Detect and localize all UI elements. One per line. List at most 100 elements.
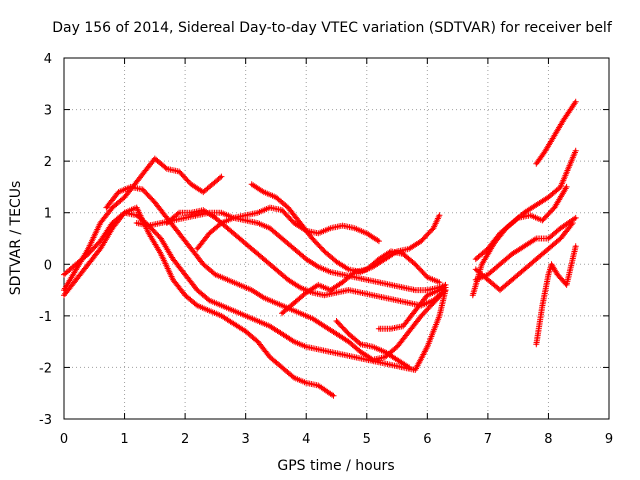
data-point bbox=[305, 291, 308, 294]
data-point bbox=[574, 100, 577, 104]
data-point bbox=[171, 257, 175, 261]
data-point bbox=[268, 206, 272, 209]
data-point bbox=[311, 317, 314, 320]
data-point bbox=[341, 224, 344, 227]
data-point bbox=[202, 263, 205, 266]
data-point bbox=[407, 330, 411, 333]
data-point bbox=[574, 149, 577, 153]
data-point bbox=[105, 206, 108, 209]
data-point bbox=[574, 216, 577, 220]
data-point bbox=[292, 221, 296, 225]
data-point bbox=[317, 265, 320, 269]
series-s6 bbox=[163, 207, 449, 309]
data-point bbox=[353, 355, 356, 359]
data-point bbox=[74, 263, 78, 266]
data-point bbox=[553, 134, 556, 137]
data-point bbox=[377, 239, 381, 243]
data-point bbox=[559, 226, 562, 230]
data-point bbox=[135, 206, 138, 209]
data-point bbox=[111, 221, 114, 225]
data-point bbox=[562, 118, 565, 122]
data-point bbox=[280, 332, 284, 336]
data-point bbox=[123, 211, 126, 214]
series-markers bbox=[103, 183, 449, 363]
data-point bbox=[444, 286, 447, 289]
data-point bbox=[504, 226, 508, 230]
data-point bbox=[550, 263, 553, 266]
data-point bbox=[135, 214, 138, 217]
data-point bbox=[165, 221, 169, 225]
data-point bbox=[165, 167, 169, 171]
series-s17 bbox=[533, 98, 579, 167]
x-tick-label: 7 bbox=[484, 432, 492, 447]
data-point bbox=[311, 237, 314, 240]
data-point bbox=[523, 211, 526, 214]
data-point bbox=[535, 343, 538, 346]
data-point bbox=[341, 273, 344, 276]
data-point bbox=[547, 196, 550, 199]
data-point bbox=[220, 304, 223, 307]
data-point bbox=[535, 237, 538, 240]
data-point bbox=[401, 324, 405, 328]
data-point bbox=[347, 288, 350, 292]
data-point bbox=[280, 312, 284, 315]
x-tick-label: 2 bbox=[181, 432, 189, 447]
data-point bbox=[165, 216, 169, 220]
data-point bbox=[389, 250, 393, 253]
data-point bbox=[311, 291, 314, 294]
data-point bbox=[214, 273, 217, 276]
data-point bbox=[274, 268, 278, 271]
data-point bbox=[565, 185, 568, 189]
series-s16 bbox=[533, 243, 579, 348]
data-point bbox=[196, 304, 199, 307]
data-point bbox=[189, 183, 193, 186]
data-point bbox=[347, 332, 350, 336]
data-point bbox=[559, 185, 562, 189]
data-point bbox=[147, 224, 150, 227]
data-point bbox=[426, 275, 429, 279]
data-point bbox=[87, 263, 90, 266]
data-point bbox=[414, 263, 417, 266]
data-point bbox=[123, 196, 126, 199]
data-point bbox=[565, 283, 568, 287]
x-tick-label: 4 bbox=[302, 432, 310, 447]
data-point bbox=[426, 288, 429, 292]
data-point bbox=[377, 281, 381, 284]
data-point bbox=[196, 247, 199, 251]
data-point bbox=[292, 301, 296, 305]
y-tick-label: 0 bbox=[44, 258, 52, 273]
data-point bbox=[371, 358, 375, 361]
data-point bbox=[292, 376, 296, 379]
data-point bbox=[256, 211, 259, 214]
data-point bbox=[407, 301, 411, 305]
y-tick-label: 1 bbox=[44, 207, 52, 222]
data-point bbox=[347, 268, 350, 271]
data-point bbox=[544, 149, 547, 153]
data-point bbox=[153, 157, 157, 160]
data-point bbox=[274, 301, 278, 305]
data-point bbox=[317, 384, 320, 387]
data-point bbox=[365, 232, 368, 235]
series-s4 bbox=[103, 183, 449, 363]
data-point bbox=[238, 237, 241, 240]
data-point bbox=[202, 208, 205, 212]
data-point bbox=[226, 278, 229, 281]
data-point bbox=[214, 216, 217, 220]
x-tick-label: 9 bbox=[605, 432, 613, 447]
data-point bbox=[159, 221, 163, 225]
data-point bbox=[141, 188, 144, 191]
data-point bbox=[99, 221, 102, 225]
data-point bbox=[510, 278, 514, 281]
data-point bbox=[353, 226, 356, 230]
data-point bbox=[335, 291, 338, 294]
data-point bbox=[553, 206, 556, 209]
data-point bbox=[383, 355, 387, 359]
data-point bbox=[559, 237, 562, 240]
data-point bbox=[99, 247, 102, 251]
data-point bbox=[208, 232, 211, 235]
data-point bbox=[238, 283, 241, 287]
data-point bbox=[62, 273, 66, 276]
data-point bbox=[383, 257, 387, 261]
data-point bbox=[280, 208, 284, 212]
data-point bbox=[523, 268, 526, 271]
